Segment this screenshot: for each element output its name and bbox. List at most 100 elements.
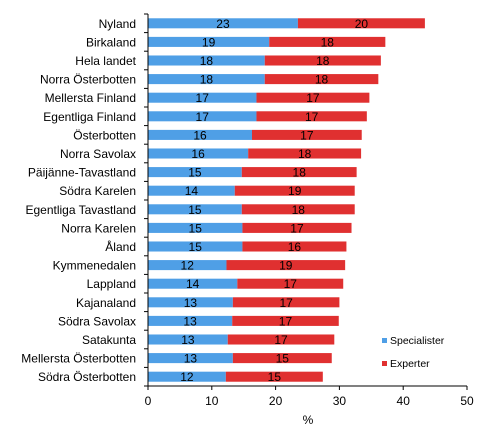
- bar-specialister: [148, 36, 270, 47]
- bar-experter: [234, 185, 355, 196]
- data-label: 17: [279, 314, 293, 328]
- data-label: 15: [276, 352, 290, 366]
- category-label: Päijänne-Tavastland: [28, 166, 136, 180]
- category-label: Södra Karelen: [59, 184, 136, 198]
- legend-label: Specialister: [390, 335, 445, 347]
- bar-specialister: [148, 167, 242, 178]
- bar-specialister: [148, 297, 233, 308]
- category-label: Egentliga Tavastland: [25, 203, 136, 217]
- bar-specialister: [148, 222, 243, 233]
- bar-specialister: [148, 204, 242, 215]
- bar-specialister: [148, 371, 226, 382]
- x-tick-label: 50: [460, 394, 474, 408]
- data-label: 19: [202, 35, 216, 49]
- category-label: Kajanaland: [76, 296, 136, 310]
- data-label: 18: [200, 73, 214, 87]
- bars-group: 23 20 19 18 18 18 18 18 17 17 17 17 16 17 16 18 15 18 14 19…: [148, 17, 425, 384]
- data-label: 14: [186, 277, 200, 291]
- x-tick-label: 40: [397, 394, 411, 408]
- x-tick-label: 30: [333, 394, 347, 408]
- bar-experter: [297, 18, 425, 29]
- bar-specialister: [148, 241, 243, 252]
- bar-specialister: [148, 18, 298, 29]
- data-label: 20: [355, 17, 369, 31]
- bar-experter: [241, 167, 357, 178]
- data-label: 13: [181, 333, 195, 347]
- bar-specialister: [148, 55, 265, 66]
- category-label: Södra Savolax: [58, 314, 136, 328]
- data-label: 15: [189, 221, 203, 235]
- data-label: 17: [305, 110, 319, 124]
- data-label: 23: [216, 17, 230, 31]
- category-label: Åland: [105, 239, 136, 254]
- category-label: Norra Österbotten: [40, 73, 136, 87]
- data-label: 19: [288, 184, 302, 198]
- data-label: 17: [300, 128, 314, 142]
- category-labels: Nyland Birkaland Hela landet Norra Österbot…: [21, 13, 148, 384]
- bar-specialister: [148, 334, 228, 345]
- category-label: Norra Karelen: [61, 221, 136, 235]
- data-label: 12: [181, 259, 195, 273]
- bar-experter: [264, 74, 379, 85]
- data-label: 16: [288, 240, 302, 254]
- data-label: 18: [293, 166, 307, 180]
- category-label: Nyland: [99, 17, 136, 31]
- data-label: 18: [292, 203, 306, 217]
- bar-specialister: [148, 74, 265, 85]
- bar-experter: [232, 315, 339, 326]
- legend: Specialister Experter: [382, 335, 445, 370]
- bar-experter: [227, 334, 335, 345]
- bar-experter: [242, 241, 347, 252]
- bar-experter: [269, 36, 386, 47]
- category-label: Norra Savolax: [60, 147, 136, 161]
- data-label: 17: [290, 221, 304, 235]
- category-label: Satakunta: [82, 333, 136, 347]
- x-axis: 0 10 20 30 40 50: [144, 14, 474, 408]
- bar-specialister: [148, 315, 233, 326]
- x-tick-label: 10: [205, 394, 219, 408]
- bar-specialister: [148, 148, 249, 159]
- bar-experter: [256, 92, 370, 103]
- bar-experter: [248, 148, 362, 159]
- category-label: Mellersta Österbotten: [21, 352, 136, 366]
- x-tick-label: 20: [269, 394, 283, 408]
- category-label: Lappland: [87, 277, 136, 291]
- data-label: 15: [189, 240, 203, 254]
- bar-experter: [226, 260, 346, 271]
- bar-experter: [242, 222, 352, 233]
- data-label: 17: [196, 110, 210, 124]
- bar-specialister: [148, 111, 257, 122]
- legend-label: Experter: [390, 358, 430, 370]
- data-label: 13: [183, 314, 197, 328]
- bar-experter: [232, 297, 340, 308]
- category-label: Birkaland: [86, 35, 136, 49]
- bar-experter: [241, 204, 355, 215]
- data-label: 16: [191, 147, 205, 161]
- category-label: Mellersta Finland: [45, 91, 136, 105]
- data-label: 18: [315, 73, 329, 87]
- bar-specialister: [148, 353, 233, 364]
- bar-specialister: [148, 92, 257, 103]
- data-label: 17: [274, 333, 288, 347]
- category-label: Södra Österbotten: [38, 370, 136, 384]
- data-label: 13: [184, 352, 198, 366]
- bar-experter: [232, 353, 332, 364]
- bar-specialister: [148, 260, 227, 271]
- bar-experter: [237, 278, 344, 289]
- category-label: Kymmenedalen: [53, 259, 136, 273]
- data-label: 19: [279, 259, 293, 273]
- data-label: 15: [268, 370, 282, 384]
- bar-specialister: [148, 185, 235, 196]
- data-label: 15: [188, 203, 202, 217]
- bar-experter: [225, 371, 323, 382]
- category-label: Egentliga Finland: [43, 110, 136, 124]
- data-label: 17: [196, 91, 210, 105]
- data-label: 14: [185, 184, 199, 198]
- bar-experter: [256, 111, 367, 122]
- legend-swatch: [382, 338, 387, 343]
- category-label: Österbotten: [73, 128, 136, 142]
- bar-specialister: [148, 129, 252, 140]
- data-label: 17: [279, 296, 293, 310]
- data-label: 15: [188, 166, 202, 180]
